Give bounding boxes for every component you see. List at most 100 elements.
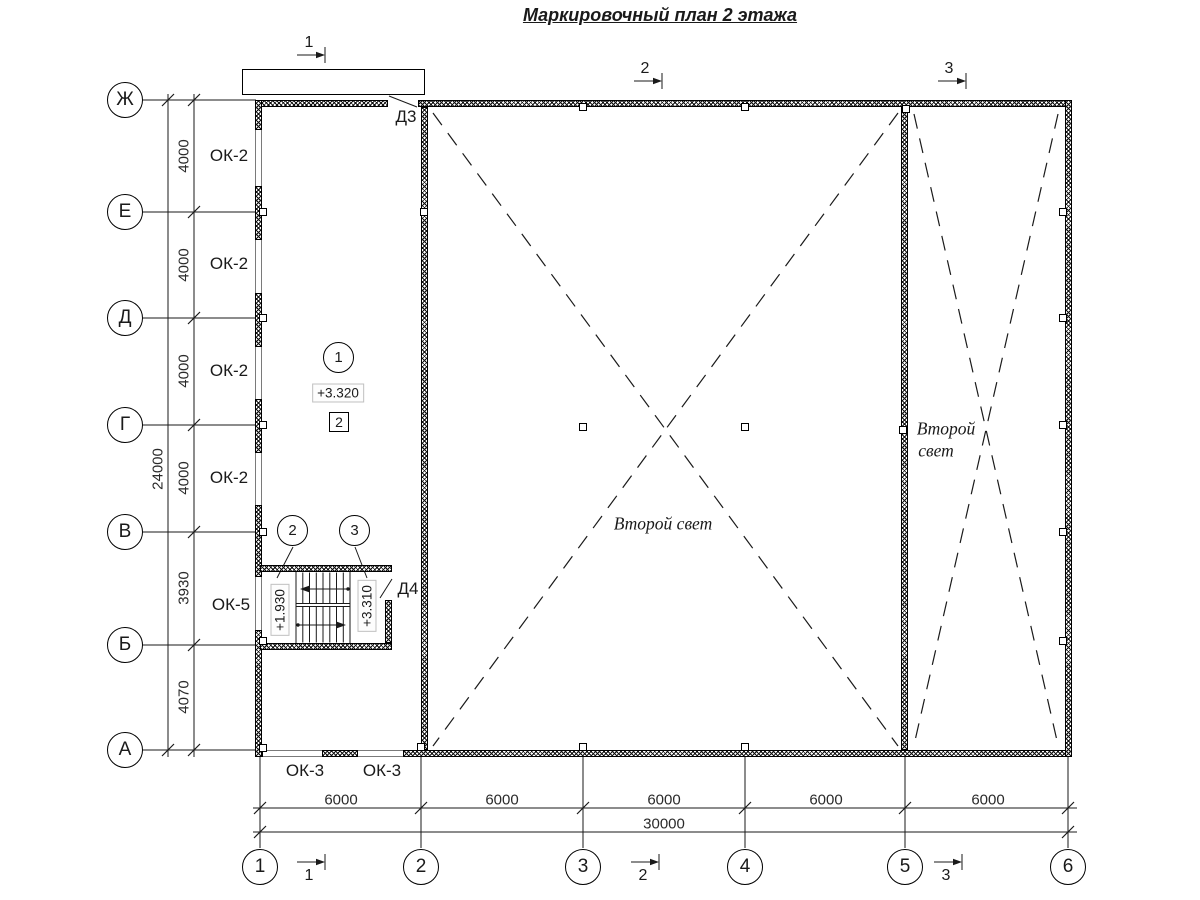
- dim-bottom-5: 6000: [971, 791, 1005, 809]
- dim-left-2: 4000: [175, 248, 193, 282]
- dim-left-3: 4000: [175, 354, 193, 388]
- label-door-d3: Д3: [395, 107, 417, 126]
- dim-bottom-1: 6000: [324, 791, 358, 809]
- stair-elevation-right: +3.310: [357, 580, 377, 632]
- column-marker: [899, 426, 907, 434]
- axis-col-extension-lines: [259, 757, 1069, 848]
- column-marker: [259, 421, 267, 429]
- column-marker: [902, 105, 910, 113]
- arrowheads: [300, 51, 966, 866]
- room-number-circle: 1: [323, 342, 354, 373]
- axis-col-6: 6: [1050, 849, 1086, 885]
- dim-left-4: 4000: [175, 461, 193, 495]
- label-window-ok2: ОК-2: [209, 254, 249, 273]
- axis-col-5: 5: [887, 849, 923, 885]
- second-light-text-main: Второй свет: [610, 513, 716, 535]
- stair-wall-bottom: [260, 643, 392, 650]
- second-light-text-right-2: свет: [915, 440, 957, 462]
- door-leaf-lines: [379, 95, 418, 599]
- second-light-dashed-x-main: [432, 112, 899, 747]
- walk-line-start-dot: [346, 587, 350, 591]
- dimension-ticks: [161, 93, 1075, 839]
- axis-label: Ж: [116, 89, 134, 110]
- column-marker: [259, 208, 267, 216]
- wall-axis-2: [421, 107, 428, 750]
- column-marker: [259, 744, 267, 752]
- label-window-ok2: ОК-2: [209, 146, 249, 165]
- axis-col-1: 1: [242, 849, 278, 885]
- room-type: 2: [335, 414, 343, 430]
- wall-bottom: [403, 750, 1072, 757]
- label-door-d4: Д4: [397, 579, 419, 598]
- axis-label: 6: [1062, 856, 1074, 877]
- label-window-ok3: ОК-3: [362, 761, 402, 780]
- label-window-ok5: ОК-5: [211, 595, 251, 614]
- dim-left-1: 4000: [175, 139, 193, 173]
- axis-label: 3: [577, 856, 589, 877]
- second-light-dashed-x-right: [913, 113, 1059, 746]
- window-ok3-1: [263, 750, 322, 757]
- section-mark-3-bottom: 3: [941, 867, 951, 884]
- column-marker: [1059, 314, 1067, 322]
- axis-label: А: [118, 739, 132, 760]
- wall-bottom-pier: [322, 750, 358, 757]
- axis-row-lines: [143, 99, 256, 751]
- axis-row-e: Е: [107, 194, 143, 230]
- axis-row-zh: Ж: [107, 82, 143, 118]
- axis-row-v: В: [107, 514, 143, 550]
- window-ok5: [255, 577, 262, 630]
- dim-bottom-2: 6000: [485, 791, 519, 809]
- column-marker: [741, 743, 749, 751]
- axis-row-a: А: [107, 732, 143, 768]
- stair-elevation-left: +1.930: [270, 584, 290, 636]
- window-ok2-1: [255, 130, 262, 186]
- axis-label: В: [118, 521, 132, 542]
- dimension-lines: [167, 94, 1077, 833]
- dim-left-6: 4070: [175, 680, 193, 714]
- column-marker: [579, 423, 587, 431]
- column-marker: [741, 103, 749, 111]
- stair-mark-circle-2: 2: [277, 515, 308, 546]
- column-marker: [259, 528, 267, 536]
- stair-wall-top: [260, 565, 392, 572]
- window-ok2-4: [255, 453, 262, 505]
- column-marker: [420, 208, 428, 216]
- stair-mark-leader-lines: [276, 546, 368, 579]
- second-light-text-right-1: Второй: [913, 418, 979, 440]
- axis-label: Б: [118, 634, 132, 655]
- column-marker: [1059, 208, 1067, 216]
- stair-mark: 3: [350, 522, 359, 539]
- stair-mark: 2: [288, 522, 297, 539]
- section-mark-2-bottom: 2: [638, 867, 648, 884]
- axis-col-3: 3: [565, 849, 601, 885]
- column-marker: [259, 637, 267, 645]
- window-ok2-3: [255, 347, 262, 399]
- column-marker: [579, 103, 587, 111]
- section-mark-3-top: 3: [944, 60, 954, 77]
- section-mark-1-bottom: 1: [304, 867, 314, 884]
- axis-label: 4: [739, 856, 751, 877]
- wall-left-pier: [255, 505, 262, 577]
- walk-line-start-dot: [296, 623, 300, 627]
- wall-left-pier: [255, 100, 262, 130]
- window-ok2-2: [255, 240, 262, 293]
- section-mark-2-top: 2: [640, 60, 650, 77]
- room-elevation-label: +3.320: [312, 383, 364, 403]
- column-marker: [1059, 421, 1067, 429]
- wall-left-pier: [255, 630, 262, 757]
- stair-mark-circle-3: 3: [339, 515, 370, 546]
- section-mark-1-top: 1: [304, 34, 314, 51]
- stair-wall-right: [385, 600, 392, 643]
- exterior-stair-platform: [242, 69, 425, 95]
- dim-left-5: 3930: [175, 571, 193, 605]
- section-mark-lines: [297, 47, 967, 870]
- wall-top-left: [255, 100, 388, 107]
- room-type-box: 2: [329, 412, 349, 432]
- axis-label: 1: [254, 856, 266, 877]
- axis-label: 2: [415, 856, 427, 877]
- column-marker: [741, 423, 749, 431]
- axis-row-b: Б: [107, 627, 143, 663]
- column-marker: [259, 314, 267, 322]
